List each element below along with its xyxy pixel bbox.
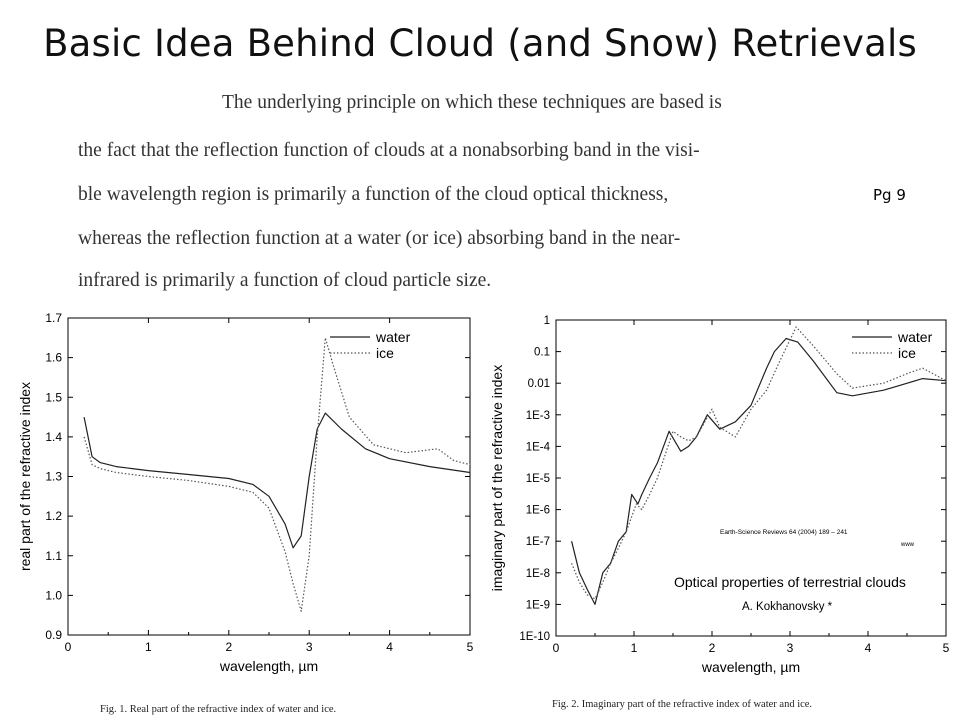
paragraph-line-1: The underlying principle on which these … (222, 92, 722, 113)
y-tick-label: 1.2 (45, 509, 62, 523)
x-axis-label: wavelength, µm (701, 659, 800, 675)
slide-title: Basic Idea Behind Cloud (and Snow) Retri… (43, 22, 917, 65)
y-tick-label: 1.5 (45, 390, 62, 404)
page-reference: Pg 9 (873, 186, 906, 204)
journal-reference: Earth-Science Reviews 64 (2004) 189 – 24… (720, 529, 848, 536)
y-tick-label: 1.3 (45, 470, 62, 484)
y-tick-label: 1 (544, 315, 550, 327)
y-tick-label: 1.7 (45, 311, 62, 325)
y-tick-label: 1.0 (45, 588, 62, 602)
y-tick-label: 0.01 (528, 378, 550, 390)
series-line-ice (83, 337, 471, 612)
y-tick-label: 1E-4 (526, 441, 551, 453)
y-tick-label: 1.4 (45, 430, 62, 444)
figure-2-imaginary-index-chart: 0 1 2 3 4 5 1E-10 1E-9 1E-8 1E-7 1E-6 1E-5 1E-4 1E-3 0… (489, 315, 950, 675)
legend-label-water: water (897, 329, 933, 345)
paragraph-line-3: ble wavelength region is primarily a fun… (78, 184, 669, 205)
y-tick-label: 1.6 (45, 351, 62, 365)
x-tick-label: 3 (306, 640, 313, 654)
y-tick-label: 1E-9 (526, 599, 550, 611)
x-tick-label: 4 (386, 640, 393, 654)
x-tick-label: 0 (65, 640, 72, 654)
y-axis-label: real part of the refractive index (17, 382, 33, 571)
y-tick-label: 1E-8 (526, 568, 550, 580)
figure-2-caption: Fig. 2. Imaginary part of the refractive… (552, 699, 813, 710)
paragraph-line-2: the fact that the reflection function of… (78, 140, 700, 161)
legend-label-ice: ice (898, 345, 916, 361)
paragraph-line-4: whereas the reflection function at a wat… (78, 228, 681, 249)
x-tick-label: 2 (709, 641, 716, 655)
paragraph-line-5: infrared is primarily a function of clou… (78, 270, 492, 291)
y-tick-label: 0.9 (45, 628, 62, 642)
legend-label-water: water (375, 329, 411, 345)
series-line-water (83, 412, 471, 549)
legend-label-ice: ice (376, 345, 394, 361)
y-tick-label: 1E-10 (519, 631, 550, 643)
y-tick-label: 0.1 (534, 347, 550, 359)
journal-logo: www (900, 542, 915, 548)
series-line-ice (571, 326, 947, 600)
plot-frame (67, 317, 471, 636)
x-tick-label: 2 (225, 640, 232, 654)
article-title: Optical properties of terrestrial clouds (674, 574, 906, 590)
x-tick-label: 3 (787, 641, 794, 655)
y-tick-label: 1E-6 (526, 505, 550, 517)
x-tick-label: 4 (865, 641, 872, 655)
x-tick-label: 5 (467, 640, 474, 654)
x-tick-label: 5 (943, 641, 950, 655)
x-tick-label: 1 (145, 640, 152, 654)
x-tick-label: 1 (631, 641, 638, 655)
y-axis-label: imaginary part of the refractive index (489, 365, 505, 591)
y-tick-label: 1E-3 (526, 410, 550, 422)
figure-1-caption: Fig. 1. Real part of the refractive inde… (100, 704, 337, 715)
figure-1-real-index-chart: 0 1 2 3 4 5 0.9 1.0 1.1 1.2 1.3 1.4 1.5 1.6 1.7 wavelen… (17, 311, 474, 674)
article-author: A. Kokhanovsky * (742, 601, 833, 613)
y-tick-label: 1E-5 (526, 473, 550, 485)
x-tick-label: 0 (553, 641, 560, 655)
y-tick-label: 1E-7 (526, 536, 550, 548)
series-line-water (571, 337, 947, 605)
x-axis-label: wavelength, µm (219, 658, 318, 674)
y-tick-label: 1.1 (45, 549, 62, 563)
